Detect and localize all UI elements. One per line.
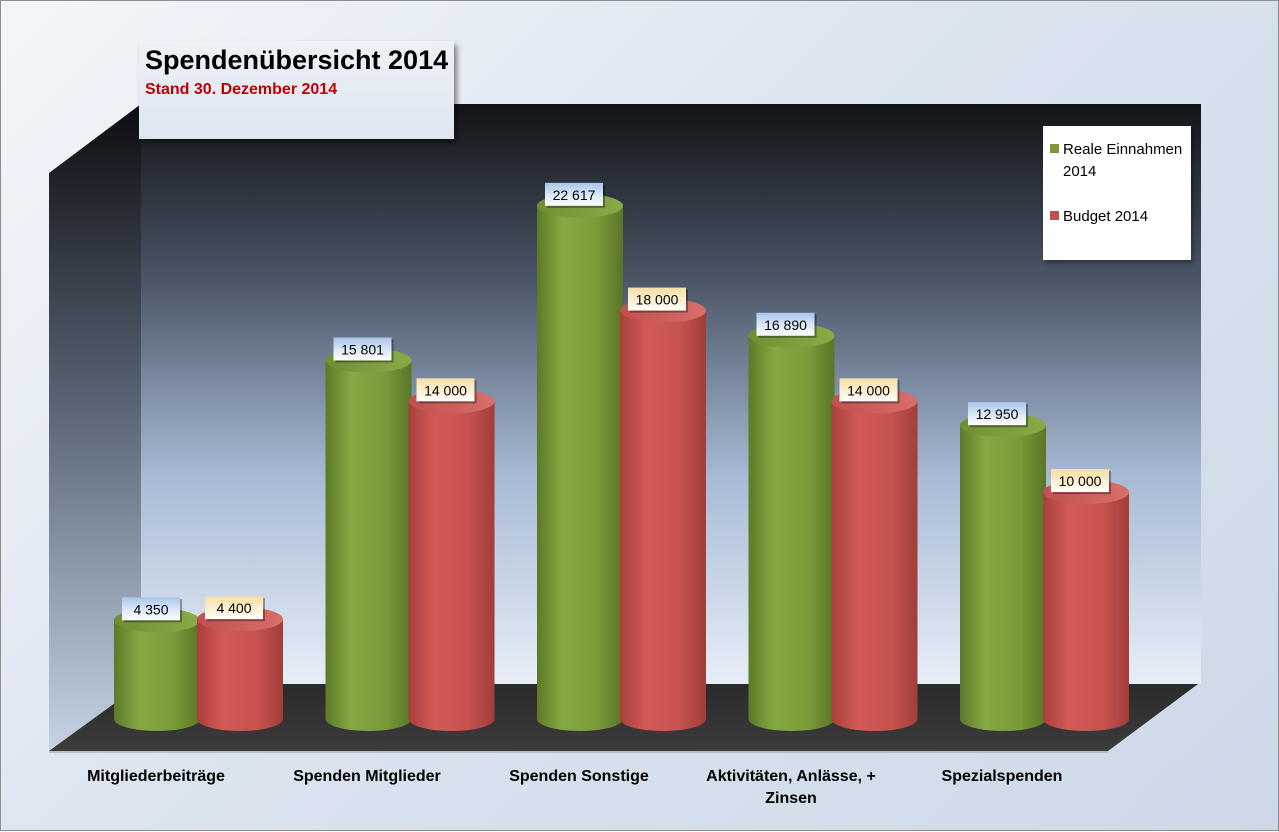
- bar-budget: [408, 389, 495, 731]
- category-label: Mitgliederbeiträge: [87, 768, 225, 785]
- data-label-box: [968, 402, 1026, 426]
- legend-label-series1: Reale Einnahmen 2014: [1063, 141, 1183, 180]
- data-label: 12 950: [968, 402, 1028, 428]
- data-label-text: 12 950: [976, 406, 1019, 422]
- bar-budget: [197, 607, 283, 731]
- data-label-box: [333, 337, 392, 361]
- bar-budget: [831, 389, 918, 731]
- chart-subtitle: Stand 30. Dezember 2014: [145, 81, 338, 98]
- bar-body: [748, 335, 835, 731]
- data-label: 15 801: [333, 337, 394, 363]
- bar-body: [114, 620, 200, 731]
- data-label-text: 10 000: [1059, 473, 1102, 489]
- bar-budget: [620, 298, 706, 731]
- data-label: 14 000: [839, 378, 900, 404]
- category-label: Spenden Sonstige: [509, 768, 649, 785]
- category-label: Aktivitäten, Anlässe, + Zinsen: [706, 768, 876, 807]
- data-label-text: 18 000: [636, 292, 679, 308]
- bar-reale-einnahmen: [748, 323, 835, 731]
- data-label-box: [205, 596, 263, 620]
- bar-body: [325, 360, 412, 731]
- bar-reale-einnahmen: [960, 413, 1046, 731]
- bar-body: [1043, 492, 1129, 731]
- data-label-box: [122, 597, 180, 621]
- data-label-box: [628, 287, 686, 311]
- data-label-text: 16 890: [764, 317, 807, 333]
- data-label-box: [1051, 469, 1109, 493]
- data-label-box: [545, 182, 603, 206]
- legend-swatch-series1: [1050, 144, 1059, 153]
- bar-body: [408, 401, 495, 731]
- bar-body: [197, 619, 283, 731]
- bar-reale-einnahmen: [537, 193, 623, 732]
- data-label: 4 400: [205, 596, 265, 622]
- data-label: 16 890: [756, 312, 817, 338]
- data-label-box: [756, 312, 815, 336]
- bar-body: [537, 205, 623, 732]
- bar-body: [960, 425, 1046, 731]
- data-label-text: 15 801: [341, 341, 384, 357]
- chart-title-box: Spendenübersicht 2014 Stand 30. Dezember…: [139, 41, 454, 139]
- data-label: 22 617: [545, 182, 605, 208]
- bar-budget: [1043, 480, 1129, 731]
- data-label-text: 22 617: [553, 187, 596, 203]
- bar-body: [620, 310, 706, 731]
- chart-title: Spendenübersicht 2014: [145, 45, 449, 75]
- bar-body: [831, 401, 918, 731]
- legend-swatch-series2: [1050, 211, 1059, 220]
- category-label: Spezialspenden: [941, 768, 1063, 785]
- data-label-text: 4 400: [216, 600, 251, 616]
- data-label-box: [839, 378, 898, 402]
- legend-label-series2: Budget 2014: [1063, 208, 1149, 225]
- data-label-text: 4 350: [133, 601, 168, 617]
- bar-reale-einnahmen: [325, 348, 412, 731]
- category-label: Spenden Mitglieder: [293, 768, 441, 785]
- legend: Reale Einnahmen 2014 Budget 2014: [1043, 126, 1191, 260]
- data-label-text: 14 000: [847, 382, 890, 398]
- data-label-text: 14 000: [424, 382, 467, 398]
- side-wall: [49, 104, 141, 751]
- data-label: 14 000: [416, 378, 477, 404]
- bar-reale-einnahmen: [114, 608, 200, 731]
- data-label-box: [416, 378, 475, 402]
- data-label: 4 350: [122, 597, 182, 623]
- data-label: 10 000: [1051, 469, 1111, 495]
- data-label: 18 000: [628, 287, 688, 313]
